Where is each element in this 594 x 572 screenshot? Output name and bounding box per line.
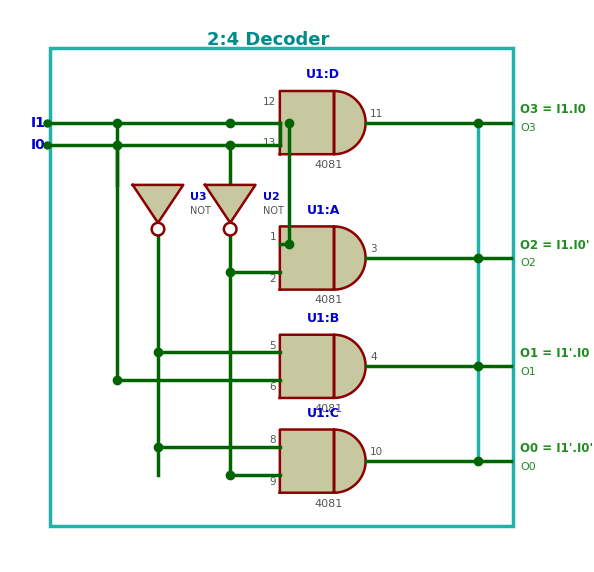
Text: U2: U2	[263, 192, 279, 202]
Text: U1:A: U1:A	[307, 204, 340, 217]
Text: 3: 3	[370, 244, 377, 254]
Text: 6: 6	[270, 382, 276, 392]
Text: U1:B: U1:B	[307, 312, 340, 325]
Bar	[50, 47, 513, 526]
Text: O1 = I1'.I0: O1 = I1'.I0	[520, 347, 589, 360]
Text: 10: 10	[370, 447, 383, 457]
Text: 4081: 4081	[314, 296, 343, 305]
Text: 9: 9	[270, 477, 276, 487]
Text: 1: 1	[270, 232, 276, 243]
Polygon shape	[280, 430, 365, 492]
Text: 5: 5	[270, 341, 276, 351]
Text: O2: O2	[520, 259, 536, 268]
Text: 4: 4	[370, 352, 377, 362]
Polygon shape	[205, 185, 255, 223]
Polygon shape	[280, 91, 365, 154]
Text: 2: 2	[270, 274, 276, 284]
Text: U1:C: U1:C	[307, 407, 340, 420]
Polygon shape	[280, 227, 365, 289]
Text: O3: O3	[520, 123, 536, 133]
Polygon shape	[132, 185, 184, 223]
Polygon shape	[280, 335, 365, 398]
Circle shape	[151, 223, 165, 236]
Text: 4081: 4081	[314, 160, 343, 170]
Text: 4081: 4081	[314, 499, 343, 509]
Text: I1: I1	[30, 116, 45, 130]
Text: 4081: 4081	[314, 404, 343, 414]
Text: O1: O1	[520, 367, 536, 377]
Text: O0: O0	[520, 462, 536, 471]
Text: 11: 11	[370, 109, 383, 118]
Text: 12: 12	[263, 97, 276, 107]
Circle shape	[224, 223, 236, 236]
Text: U1:D: U1:D	[306, 68, 340, 81]
Text: NOT: NOT	[191, 206, 211, 216]
Text: O0 = I1'.I0': O0 = I1'.I0'	[520, 442, 593, 455]
Text: 2:4 Decoder: 2:4 Decoder	[207, 30, 329, 49]
Text: O3 = I1.I0: O3 = I1.I0	[520, 104, 586, 117]
Text: U3: U3	[191, 192, 207, 202]
Text: 13: 13	[263, 138, 276, 148]
Text: O2 = I1.I0': O2 = I1.I0'	[520, 239, 589, 252]
Text: I0: I0	[30, 138, 45, 152]
Text: NOT: NOT	[263, 206, 283, 216]
Text: 8: 8	[270, 435, 276, 446]
